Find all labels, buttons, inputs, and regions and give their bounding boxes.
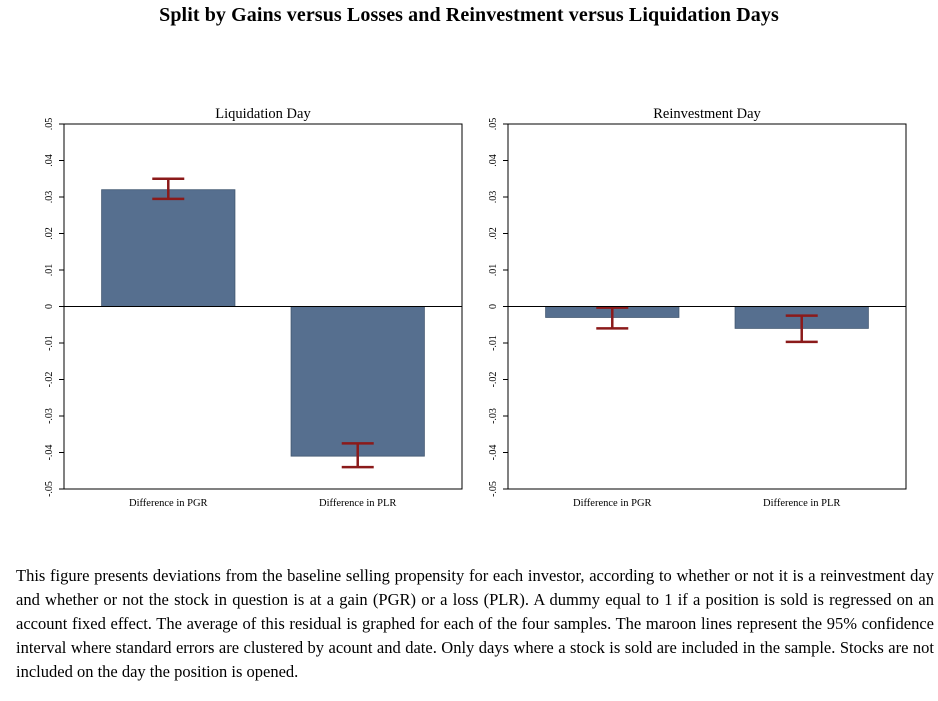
plot-frame — [63, 123, 463, 490]
figure-title: Split by Gains versus Losses and Reinves… — [159, 4, 779, 26]
panel-title: Liquidation Day — [215, 106, 311, 122]
bar — [290, 306, 425, 457]
y-tick-label: .04 — [44, 154, 55, 167]
y-tick-label: -.01 — [44, 335, 55, 351]
y-tick-label: 0 — [44, 304, 55, 309]
y-tick-label: -.01 — [488, 335, 499, 351]
charts-area: Liquidation Day -.05 -.04 -.03 -.02 -.01 0 .01.… — [44, 106, 907, 509]
x-category-label: Difference in PGR — [573, 498, 652, 509]
y-tick-label: -.04 — [44, 445, 55, 461]
y-tick-label: -.02 — [488, 372, 499, 388]
y-tick-label: -.04 — [488, 445, 499, 461]
figure-caption: This figure presents deviations from the… — [16, 566, 934, 681]
y-tick-label: .05 — [488, 118, 499, 131]
y-tick-label: -.05 — [44, 481, 55, 497]
x-category-label: Difference in PLR — [763, 498, 840, 509]
y-tick-label: .04 — [488, 154, 499, 167]
y-tick-label: .01 — [488, 264, 499, 277]
y-tick-label: .05 — [44, 118, 55, 131]
y-tick-label: .01 — [44, 264, 55, 277]
y-tick-label: -.02 — [44, 372, 55, 388]
y-tick-label: 0 — [488, 304, 499, 309]
y-tick-label: -.03 — [44, 408, 55, 424]
bar — [101, 189, 236, 307]
y-tick-label: -.05 — [488, 481, 499, 497]
x-category-label: Difference in PLR — [319, 498, 396, 509]
y-tick-label: -.03 — [488, 408, 499, 424]
y-tick-label: .03 — [488, 191, 499, 204]
y-tick-label: .02 — [44, 227, 55, 240]
y-tick-label: .03 — [44, 191, 55, 204]
panel-title: Reinvestment Day — [653, 106, 761, 122]
x-category-label: Difference in PGR — [129, 498, 208, 509]
y-tick-label: .02 — [488, 227, 499, 240]
plot-frame — [507, 123, 907, 490]
